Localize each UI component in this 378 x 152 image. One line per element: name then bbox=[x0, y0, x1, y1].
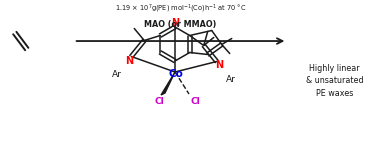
Text: MAO (or MMAO): MAO (or MMAO) bbox=[144, 20, 217, 29]
Text: Cl: Cl bbox=[154, 97, 164, 107]
Text: Cl: Cl bbox=[190, 97, 200, 107]
Text: Highly linear
& unsaturated
PE waxes: Highly linear & unsaturated PE waxes bbox=[306, 64, 363, 98]
Text: N: N bbox=[171, 18, 179, 28]
Text: Co: Co bbox=[169, 69, 183, 79]
Text: N: N bbox=[215, 60, 223, 71]
Polygon shape bbox=[161, 72, 175, 95]
Text: Ar: Ar bbox=[112, 70, 122, 79]
Text: Ar: Ar bbox=[226, 75, 235, 84]
Text: 1.19 × 10$^7$g(PE) mol$^{-1}$(Co)h$^{-1}$ at 70 °C: 1.19 × 10$^7$g(PE) mol$^{-1}$(Co)h$^{-1}… bbox=[115, 2, 246, 14]
Text: N: N bbox=[125, 55, 133, 66]
